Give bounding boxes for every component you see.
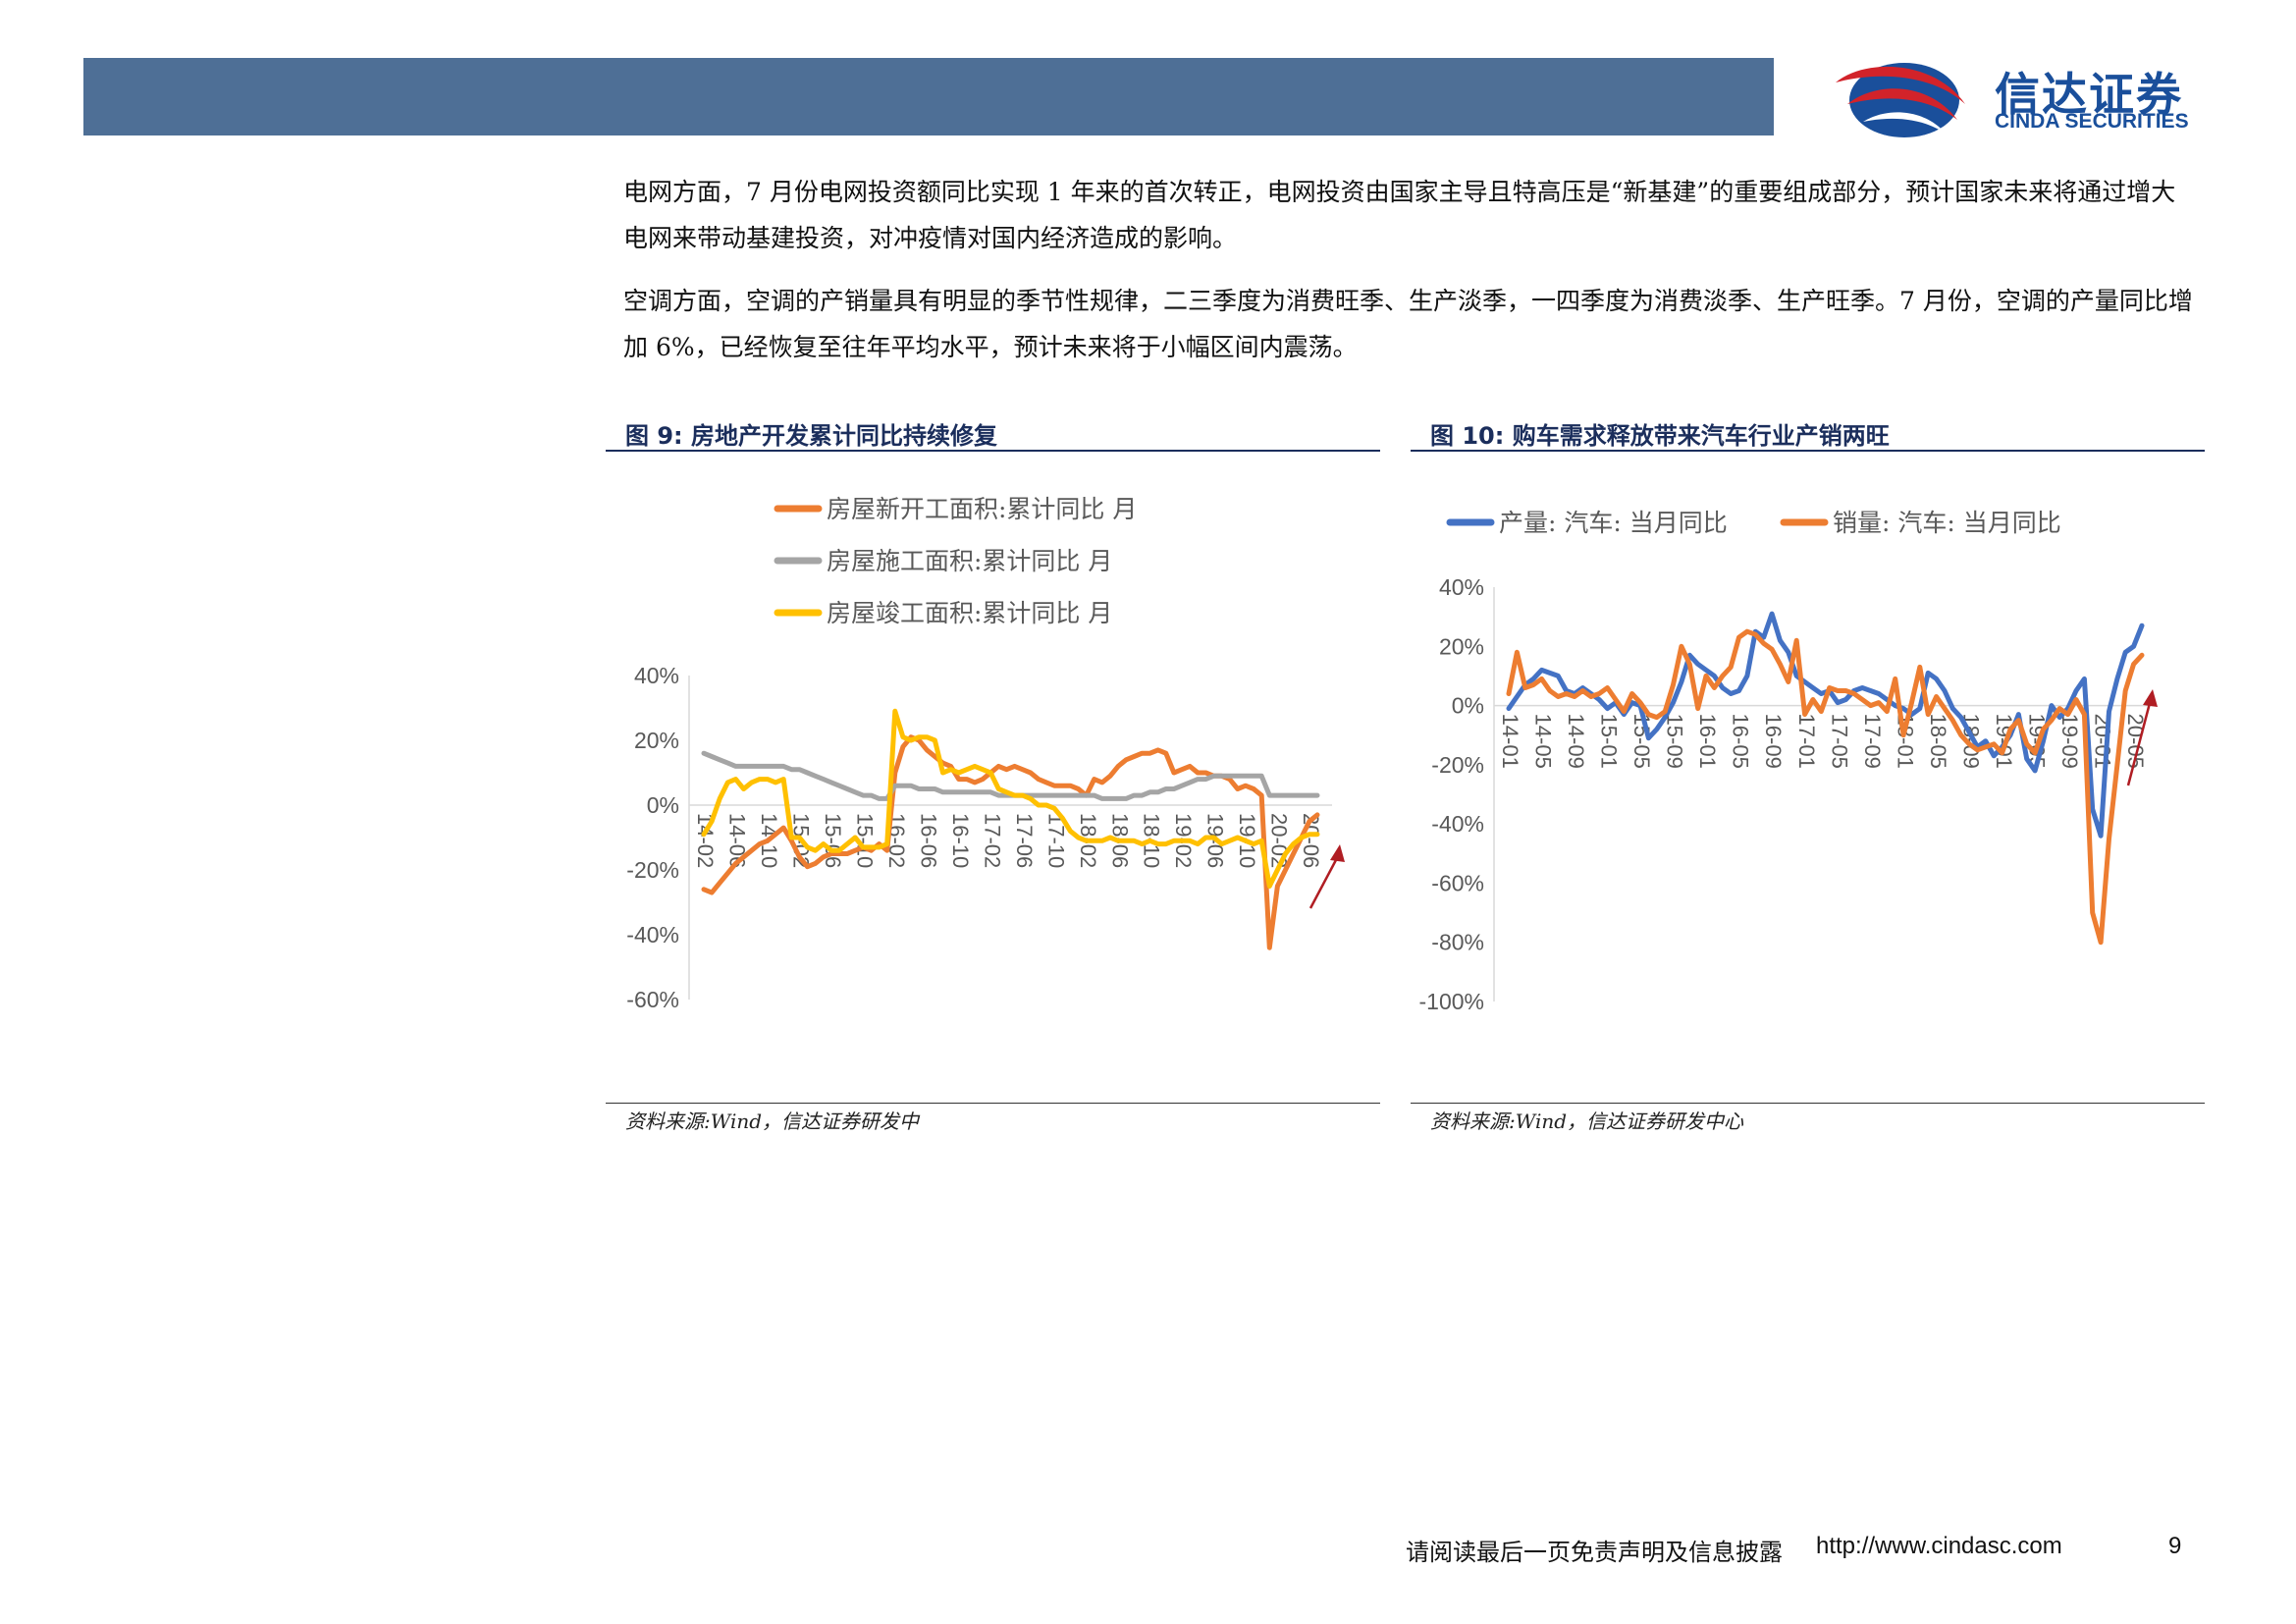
x-tick-label: 16-06	[916, 813, 940, 868]
page-number: 9	[2168, 1533, 2182, 1559]
x-tick-label: 17-06	[1012, 813, 1037, 868]
y-tick-label: 0%	[647, 792, 679, 818]
figure-10-chart: 40% 20% 0% -20% -40% -60% -80% -100% 14-01 14-05 1…	[1419, 509, 2158, 1014]
x-tick-label: 15-01	[1597, 714, 1622, 769]
legend-label-1: 房屋新开工面积:累计同比 月	[827, 495, 1137, 523]
figure-10-title-rule	[1411, 450, 2205, 452]
x-tick-label: 15-05	[1629, 714, 1654, 769]
x-tick-label: 19-09	[2057, 714, 2082, 769]
figure-9-source: 资料来源:Wind，信达证券研发中	[625, 1110, 920, 1133]
legend-label-2: 销量: 汽车: 当月同比	[1833, 509, 2061, 537]
trend-arrow-head	[2143, 689, 2158, 707]
series-line-3	[701, 708, 1320, 889]
footer-website-link[interactable]: http://www.cindasc.com	[1816, 1533, 2062, 1559]
y-tick-label: -40%	[1431, 811, 1484, 837]
x-tick-label: 20-02	[1267, 813, 1292, 868]
figure-10-title: 图 10: 购车需求释放带来汽车行业产销两旺	[1430, 422, 1890, 450]
logo-text-en: CINDA SECURITIES	[1995, 110, 2189, 133]
logo-text-cn: 信达证券	[1995, 68, 2183, 121]
trend-arrow-shaft	[1308, 857, 1339, 909]
x-tick-label: 17-02	[980, 813, 1004, 868]
y-tick-label: -80%	[1431, 930, 1484, 955]
figure-10-source-rule	[1411, 1103, 2205, 1104]
figure-9-title-rule	[606, 450, 1380, 452]
x-tick-label: 18-05	[1926, 714, 1950, 769]
y-tick-label: -20%	[626, 857, 679, 883]
company-logo: 信达证券 CINDA SECURITIES	[1828, 53, 2240, 141]
paragraph-air-conditioning: 空调方面，空调的产销量具有明显的季节性规律，二三季度为消费旺季、生产淡季，一四季…	[623, 287, 2193, 361]
cinda-swoosh-logo-icon	[1836, 63, 1965, 137]
series-line-2	[1506, 628, 2145, 946]
x-tick-label: 14-01	[1498, 714, 1522, 769]
y-tick-label: -60%	[626, 987, 679, 1012]
x-tick-label: 16-09	[1761, 714, 1786, 769]
trend-arrow-head	[1330, 844, 1345, 862]
y-tick-label: 0%	[1452, 693, 1484, 719]
y-tick-label: -40%	[626, 922, 679, 947]
x-tick-label: 15-06	[821, 813, 845, 868]
figure-10-source: 资料来源:Wind，信达证券研发中心	[1430, 1110, 1744, 1133]
y-tick-label: -20%	[1431, 752, 1484, 778]
x-tick-label: 16-10	[948, 813, 973, 868]
x-tick-label: 17-09	[1860, 714, 1885, 769]
x-tick-label: 17-05	[1827, 714, 1851, 769]
y-tick-label: 20%	[634, 728, 679, 753]
paragraph-power-grid: 电网方面，7 月份电网投资额同比实现 1 年来的首次转正，电网投资由国家主导且特…	[623, 178, 2176, 252]
y-tick-label: 40%	[634, 663, 679, 688]
y-tick-label: -60%	[1431, 870, 1484, 895]
y-tick-label: -100%	[1419, 989, 1484, 1014]
y-tick-label: 40%	[1439, 574, 1484, 600]
legend-label-1: 产量: 汽车: 当月同比	[1499, 509, 1728, 537]
x-tick-label: 16-01	[1695, 714, 1720, 769]
x-tick-label: 14-09	[1564, 714, 1588, 769]
x-tick-label: 17-01	[1794, 714, 1819, 769]
x-tick-label: 15-09	[1663, 714, 1687, 769]
trend-arrow-shaft	[2126, 702, 2152, 786]
figure-9-chart: 40%20%0%-20%-40%-60%14-02 14-06 14-10 15-02…	[626, 495, 1345, 1012]
x-tick-label: 14-05	[1531, 714, 1556, 769]
y-tick-label: 20%	[1439, 633, 1484, 659]
figure-9-source-rule	[606, 1103, 1380, 1104]
legend-label-2: 房屋施工面积:累计同比 月	[827, 547, 1112, 575]
footer-disclaimer-note: 请阅读最后一页免责声明及信息披露	[1406, 1539, 1783, 1566]
legend-label-3: 房屋竣工面积:累计同比 月	[827, 599, 1112, 627]
x-tick-label: 16-05	[1729, 714, 1753, 769]
figure-9-title: 图 9: 房地产开发累计同比持续修复	[625, 422, 998, 450]
x-tick-label: 20-01	[2090, 714, 2114, 769]
header-bar	[83, 58, 1774, 135]
